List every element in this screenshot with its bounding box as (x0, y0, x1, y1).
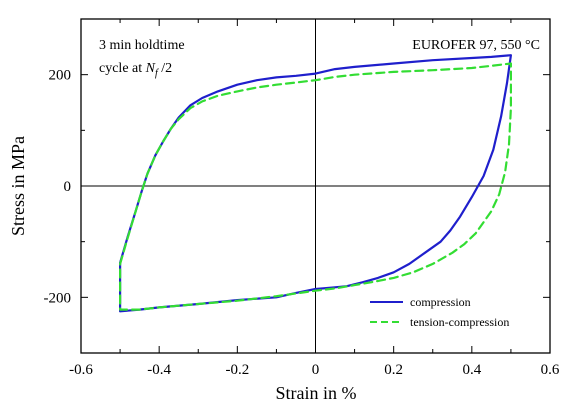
x-axis-title: Strain in % (276, 383, 357, 403)
annotation-holdtime: 3 min holdtime (99, 38, 185, 53)
annotation-cycle-n: N (145, 61, 156, 76)
legend: compression tension-compression (370, 295, 509, 329)
annotation-cycle-prefix: cycle at (99, 61, 146, 76)
x-tick-label: -0.6 (69, 362, 93, 378)
x-tick-label: -0.2 (225, 362, 249, 378)
y-tick-label: -200 (44, 290, 72, 306)
annotation-cycle: cycle at Nf /2 (99, 61, 172, 79)
legend-label-compression: compression (410, 295, 471, 309)
y-axis-title: Stress in MPa (8, 136, 28, 236)
legend-label-tension-compression: tension-compression (410, 315, 509, 329)
x-tick-label: -0.4 (147, 362, 171, 378)
series-compression-line (118, 54, 512, 313)
x-tick-label: 0.4 (462, 362, 481, 378)
annotation-cycle-suffix: /2 (158, 61, 172, 76)
annotation-cycle-sub: f (155, 68, 159, 79)
series-group (118, 54, 512, 313)
x-tick-label: 0.6 (541, 362, 560, 378)
y-tick-label: 200 (49, 68, 72, 84)
x-tick-label: 0.2 (384, 362, 403, 378)
x-tick-label: 0 (312, 362, 320, 378)
axis-ticks: -0.6 -0.4 -0.2 0 0.2 0.4 0.6 -200 0 200 (44, 19, 560, 378)
y-tick-label: 0 (64, 179, 72, 195)
annotation-material: EUROFER 97, 550 °C (412, 38, 540, 53)
series-tension-compression-line (118, 62, 512, 311)
